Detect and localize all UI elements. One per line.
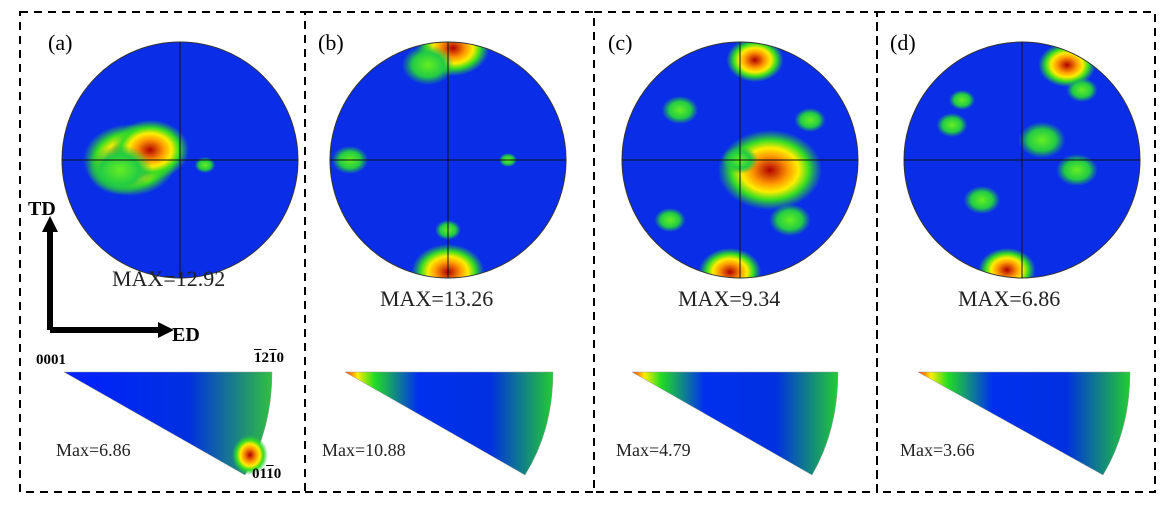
inverse-pole-figure-d bbox=[917, 371, 1131, 476]
intensity-spot bbox=[402, 45, 454, 85]
inverse-pole-figure-b bbox=[344, 371, 554, 476]
ipf-corner-0001: 0001 bbox=[36, 352, 66, 368]
pf-max-c: MAX=9.34 bbox=[678, 286, 781, 311]
intensity-spot bbox=[698, 248, 762, 278]
intensity-spot bbox=[726, 42, 784, 82]
pf-max-a: MAX=12.92 bbox=[112, 266, 226, 291]
ed-arrowhead bbox=[158, 322, 174, 338]
intensity-spot bbox=[949, 90, 975, 110]
panel-label-a: (a) bbox=[48, 30, 73, 55]
inverse-pole-figure-c bbox=[631, 371, 839, 476]
panel-border bbox=[876, 11, 1156, 493]
intensity-spot bbox=[1018, 122, 1066, 158]
ipf-hotspot bbox=[232, 435, 268, 475]
intensity-spot bbox=[794, 108, 826, 132]
ipf-max-c: Max=4.79 bbox=[616, 440, 691, 460]
ipf-max-d: Max=3.66 bbox=[900, 440, 975, 460]
intensity-spot bbox=[1066, 78, 1098, 102]
ipf-corner-0110: 01100110 bbox=[252, 466, 282, 482]
intensity-spot bbox=[661, 96, 699, 124]
intensity-spot bbox=[87, 145, 153, 195]
ed-axis-label: ED bbox=[172, 324, 200, 346]
panel-border bbox=[19, 11, 306, 493]
ipf-max-b: Max=10.88 bbox=[322, 440, 406, 460]
td-ed-axes bbox=[47, 230, 160, 333]
pf-max-b: MAX=13.26 bbox=[380, 286, 494, 311]
panel-label-b: (b) bbox=[318, 30, 344, 55]
panel-label-d: (d) bbox=[890, 30, 916, 55]
intensity-spot bbox=[963, 186, 1001, 214]
td-arrowhead bbox=[42, 216, 58, 232]
intensity-spot bbox=[654, 208, 686, 232]
intensity-spot bbox=[1056, 154, 1098, 186]
panel-label-c: (c) bbox=[608, 30, 633, 55]
ipf-max-a: Max=6.86 bbox=[56, 440, 131, 460]
td-axis-label: TD bbox=[28, 198, 56, 220]
intensity-spot bbox=[769, 204, 811, 236]
intensity-spot bbox=[194, 157, 216, 173]
pf-max-d: MAX=6.86 bbox=[958, 286, 1061, 311]
intensity-spot bbox=[936, 113, 968, 137]
intensity-spot bbox=[978, 248, 1036, 278]
ipf-corner-1210: 12101210 bbox=[254, 350, 284, 366]
